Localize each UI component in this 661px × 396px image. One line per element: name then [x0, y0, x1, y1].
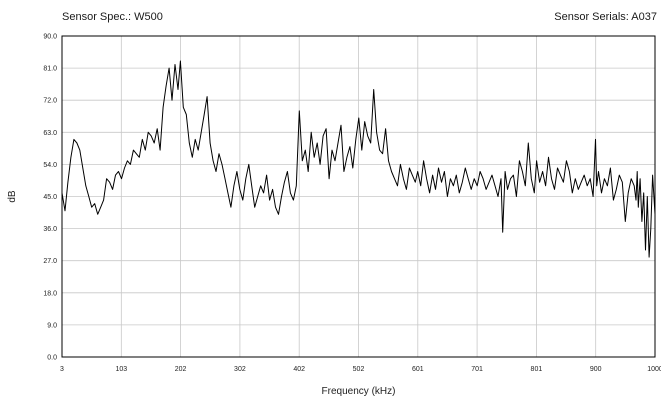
plot-area-frame — [61, 35, 656, 358]
x-tick-label: 1000 — [647, 366, 661, 373]
x-tick-label: 103 — [115, 366, 127, 373]
y-tick-label: 0.0 — [47, 355, 57, 362]
x-tick-label: 601 — [412, 366, 424, 373]
x-tick-label: 900 — [590, 366, 602, 373]
y-tick-label: 45.0 — [43, 194, 57, 201]
x-tick-label: 502 — [353, 366, 365, 373]
y-tick-label: 18.0 — [43, 290, 57, 297]
y-tick-label: 90.0 — [43, 34, 57, 41]
y-tick-labels: 0.0 9.0 18.0 27.0 36.0 45.0 54.0 63.0 72.0 81.0 90… — [43, 34, 57, 362]
x-tick-label: 701 — [471, 366, 483, 373]
x-axis-label: Frequency (kHz) — [322, 386, 396, 396]
y-axis-label: dB — [7, 190, 18, 203]
x-tick-label: 402 — [293, 366, 305, 373]
x-tick-label: 202 — [175, 366, 187, 373]
x-tick-label: 801 — [531, 366, 543, 373]
y-tick-label: 72.0 — [43, 98, 57, 105]
y-tick-label: 54.0 — [43, 162, 57, 169]
chart-grid — [62, 36, 655, 357]
y-tick-label: 9.0 — [47, 322, 57, 329]
sensor-serials-label: Sensor Serials: A037 — [554, 11, 657, 23]
y-tick-label: 27.0 — [43, 258, 57, 265]
x-tick-label: 3 — [60, 366, 64, 373]
y-tick-label: 63.0 — [43, 130, 57, 137]
y-tick-label: 36.0 — [43, 226, 57, 233]
x-tick-labels: 3 103 202 302 402 502 601 701 801 900 1000 — [60, 366, 661, 373]
series-line — [61, 60, 656, 258]
y-tick-label: 81.0 — [43, 66, 57, 73]
x-tick-label: 302 — [234, 366, 246, 373]
sensor-spec-label: Sensor Spec.: W500 — [62, 11, 163, 23]
